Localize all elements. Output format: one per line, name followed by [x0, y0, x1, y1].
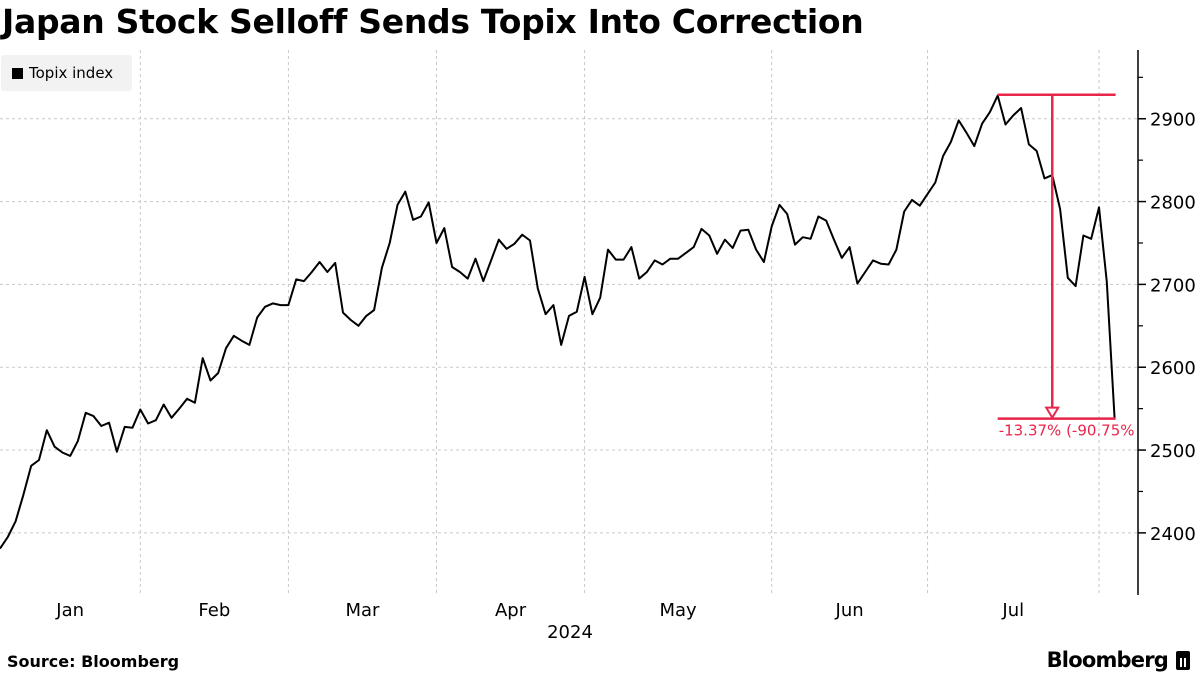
y-tick-label: 2700: [1150, 275, 1196, 296]
x-axis: Jan Feb Mar Apr May Jun Jul: [55, 600, 1024, 621]
x-tick-label: Feb: [198, 600, 230, 621]
x-tick-label: Jan: [55, 600, 84, 621]
y-tick-label: 2500: [1150, 441, 1196, 462]
y-tick-label: 2600: [1150, 358, 1196, 379]
annotation-arrow-head-icon: [1044, 406, 1061, 420]
bloomberg-logo-icon: [1176, 650, 1190, 670]
logo-text: Bloomberg: [1046, 648, 1169, 672]
x-tick-label: May: [660, 600, 698, 621]
x-axis-label: 2024: [547, 622, 593, 643]
legend: Topix index: [1, 55, 132, 91]
annotation-label: -13.37% (-90.75%: [999, 422, 1135, 440]
x-tick-label: Mar: [345, 600, 380, 621]
chart-title: Japan Stock Selloff Sends Topix Into Cor…: [2, 2, 864, 41]
grid: [0, 50, 1138, 595]
bloomberg-logo: Bloomberg: [1047, 648, 1190, 672]
y-tick-label: 2400: [1150, 524, 1196, 545]
series-line-topix: [0, 94, 1116, 550]
source-note: Source: Bloomberg: [7, 652, 180, 671]
x-tick-label: Apr: [495, 600, 527, 621]
y-tick-label: 2900: [1150, 110, 1196, 131]
y-tick-label: 2800: [1150, 193, 1196, 214]
x-tick-label: Jul: [1001, 600, 1024, 621]
x-tick-label: Jun: [835, 600, 864, 621]
drawdown-annotation: -13.37% (-90.75%: [997, 93, 1135, 440]
legend-swatch: [12, 67, 23, 79]
y-axis: 2400 2500 2600 2700 2800 2900: [1137, 50, 1196, 595]
legend-label: Topix index: [29, 64, 114, 82]
